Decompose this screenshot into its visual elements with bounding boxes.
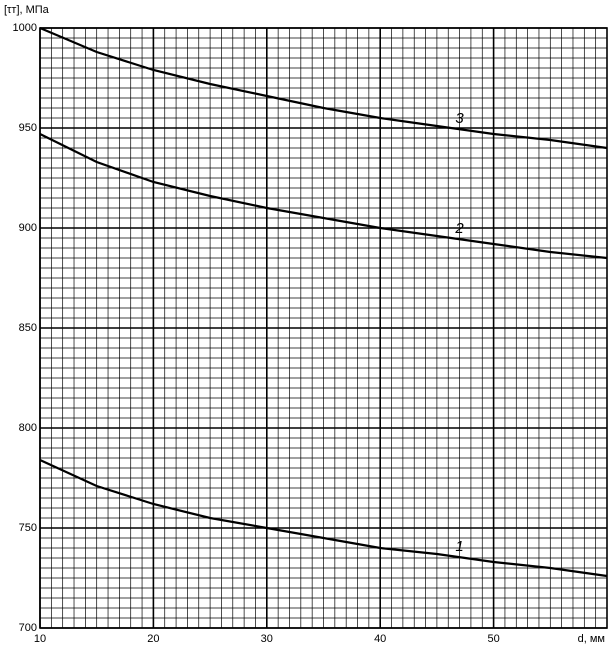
series-label: 3	[455, 110, 464, 127]
line	[39, 133, 608, 260]
series-label: 1	[455, 538, 463, 555]
x-tick-label: 10	[34, 633, 46, 645]
y-axis-label: [τт], МПа	[4, 4, 50, 16]
y-tick-label: 1000	[13, 22, 37, 34]
x-tick-label: 30	[261, 633, 273, 645]
x-tick-label: 40	[374, 633, 386, 645]
line	[39, 26, 608, 150]
y-tick-label: 800	[19, 422, 37, 434]
series-label: 2	[454, 220, 464, 237]
y-tick-label: 900	[19, 222, 37, 234]
y-tick-label: 700	[19, 622, 37, 634]
y-tick-label: 750	[19, 522, 37, 534]
x-tick-label: 20	[147, 633, 159, 645]
x-axis-label: d, мм	[578, 633, 605, 645]
y-tick-label: 850	[19, 322, 37, 334]
y-tick-label: 950	[19, 122, 37, 134]
line	[39, 459, 608, 578]
x-tick-label: 50	[487, 633, 499, 645]
plot-frame	[39, 27, 608, 629]
